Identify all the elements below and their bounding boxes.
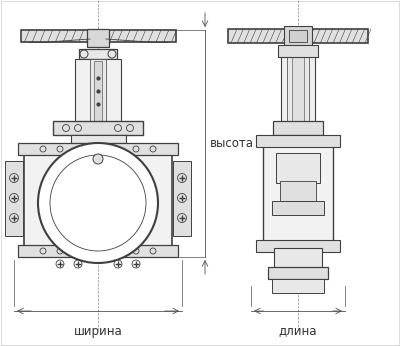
Bar: [281, 46, 315, 126]
Bar: [90, 59, 106, 126]
Bar: [256, 135, 340, 147]
Bar: [70, 135, 126, 143]
Bar: [278, 45, 318, 57]
Bar: [268, 267, 328, 279]
Bar: [53, 121, 143, 135]
Bar: [79, 49, 117, 59]
Bar: [18, 245, 178, 257]
Bar: [87, 29, 109, 47]
Bar: [18, 143, 178, 155]
Bar: [280, 181, 316, 201]
Text: длина: длина: [279, 325, 317, 337]
Bar: [75, 59, 121, 126]
Bar: [272, 201, 324, 215]
Bar: [5, 161, 23, 236]
Bar: [256, 240, 340, 252]
Bar: [289, 30, 307, 42]
Bar: [287, 48, 309, 124]
Circle shape: [93, 154, 103, 164]
Bar: [24, 154, 172, 246]
Bar: [276, 153, 320, 183]
Bar: [94, 61, 102, 124]
Bar: [273, 121, 323, 135]
Bar: [279, 135, 317, 143]
Circle shape: [38, 143, 158, 263]
Bar: [272, 279, 324, 293]
Text: высота: высота: [210, 137, 254, 150]
Bar: [62, 145, 134, 153]
Bar: [284, 26, 312, 46]
Text: ширина: ширина: [74, 325, 122, 337]
Bar: [228, 29, 368, 43]
Bar: [20, 30, 176, 42]
Bar: [274, 248, 322, 268]
Bar: [263, 146, 333, 241]
Bar: [292, 50, 304, 122]
Bar: [173, 161, 191, 236]
